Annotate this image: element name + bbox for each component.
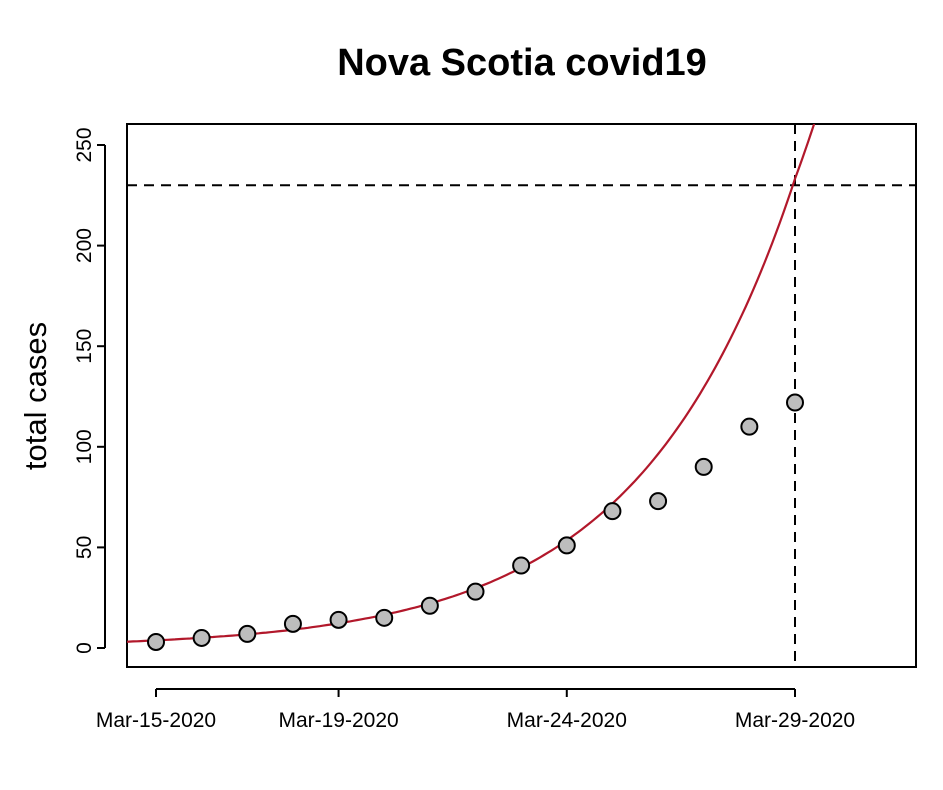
x-tick-label: Mar-29-2020 xyxy=(735,709,855,732)
data-point xyxy=(329,610,348,629)
y-axis-label: total cases xyxy=(18,322,53,470)
plot-frame xyxy=(126,123,917,668)
data-point xyxy=(603,502,622,521)
x-tick-label: Mar-15-2020 xyxy=(96,709,216,732)
plot-area: 0 50 100 150 200 250 Mar-15-2020 Mar-19-2020 Mar… xyxy=(73,123,917,732)
data-point xyxy=(238,624,257,643)
x-tick-label: Mar-19-2020 xyxy=(278,709,398,732)
data-point xyxy=(375,608,394,627)
data-point xyxy=(557,536,576,555)
y-tick-label: 0 xyxy=(73,642,96,654)
data-point xyxy=(420,596,439,615)
data-point xyxy=(786,393,804,412)
y-tick-label: 150 xyxy=(73,329,96,364)
data-point xyxy=(283,614,302,633)
y-tick-label: 100 xyxy=(73,429,96,464)
data-point xyxy=(740,417,759,436)
y-tick-label: 250 xyxy=(73,127,96,162)
data-point xyxy=(192,628,211,647)
data-point xyxy=(466,582,485,601)
x-tick-label: Mar-24-2020 xyxy=(507,709,627,732)
fit-curve xyxy=(127,124,816,643)
y-tick-label: 50 xyxy=(73,536,96,559)
data-point xyxy=(694,457,713,476)
data-point xyxy=(512,556,531,575)
data-point xyxy=(147,632,165,651)
y-tick-label: 200 xyxy=(73,228,96,263)
data-point xyxy=(649,492,668,511)
chart-title: Nova Scotia covid19 xyxy=(337,42,707,84)
